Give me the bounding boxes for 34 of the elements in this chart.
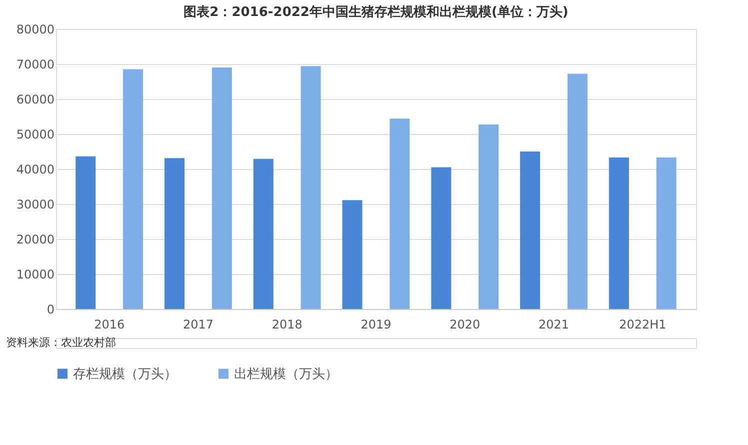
x-tick-label: 2016 (94, 318, 125, 332)
x-tick-label: 2019 (360, 318, 392, 332)
y-tick-label: 60000 (16, 92, 54, 106)
y-tick-label: 40000 (16, 162, 54, 176)
y-tick-label: 50000 (16, 128, 54, 142)
chart-title: 图表2：2016-2022年中国生猪存栏规模和出栏规模(单位：万头) (184, 4, 568, 20)
x-tick-label: 2021 (538, 318, 570, 332)
bar (164, 158, 185, 309)
bar (123, 69, 144, 309)
y-tick-label: 80000 (16, 22, 54, 36)
y-tick-label: 30000 (16, 198, 54, 212)
bar (76, 156, 96, 309)
bar (567, 74, 588, 309)
bar (253, 158, 274, 309)
x-tick-label: 2017 (182, 318, 214, 332)
bar (390, 118, 410, 309)
y-tick-label: 20000 (16, 232, 54, 246)
x-tick-label: 2020 (450, 318, 480, 332)
x-tick-label: 2018 (272, 318, 302, 332)
x-tick-label: 2022H1 (619, 318, 666, 332)
y-tick-label: 0 (46, 302, 54, 316)
legend-label: 出栏规模（万头） (234, 366, 338, 382)
bar (608, 157, 629, 309)
bar (478, 124, 499, 309)
legend-label: 存栏规模（万头） (73, 366, 177, 382)
bar (520, 152, 540, 309)
y-tick-label: 10000 (16, 268, 54, 282)
bar (300, 66, 321, 309)
bar (431, 167, 452, 309)
bar (656, 157, 676, 309)
text: 资料来源：农业农村部 (6, 336, 116, 349)
bar (342, 200, 362, 309)
y-tick-label: 70000 (16, 58, 54, 72)
bar (212, 68, 232, 309)
